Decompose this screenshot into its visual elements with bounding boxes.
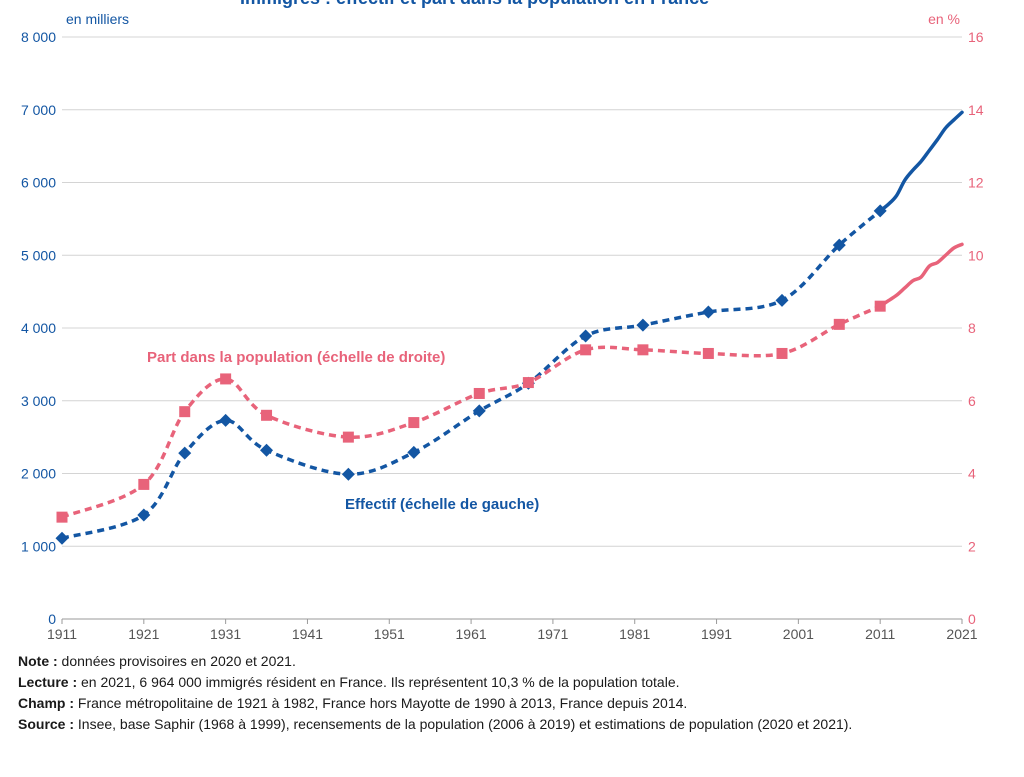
effectif-data-point (701, 305, 715, 319)
right-axis-tick-label: 2 (968, 538, 976, 554)
effectif-data-point (219, 413, 233, 427)
right-axis-unit-label: en % (928, 11, 960, 27)
part-data-point (833, 318, 845, 330)
effectif-data-point (775, 293, 789, 307)
part-data-point (56, 511, 68, 523)
left-axis-tick-label: 5 000 (21, 247, 56, 263)
right-axis-tick-label: 8 (968, 320, 976, 336)
effectif-data-point (178, 446, 192, 460)
effectif-data-point (636, 318, 650, 332)
part-data-point (261, 409, 273, 421)
x-axis-tick-label: 1971 (537, 626, 568, 642)
part-series-solid-line (878, 242, 964, 308)
right-axis-tick-label: 16 (968, 29, 984, 45)
part-data-point (702, 347, 714, 359)
part-data-point (473, 387, 485, 399)
chart-notes: Note : données provisoires en 2020 et 20… (18, 651, 1018, 735)
effectif-data-point (873, 204, 887, 218)
effectif-series-solid-line (878, 110, 964, 213)
x-axis-tick-label: 1981 (619, 626, 650, 642)
effectif-series-dashed-line (61, 209, 882, 540)
effectif-data-point (260, 443, 274, 457)
series-markers (55, 204, 887, 545)
effectif-data-point (832, 238, 846, 252)
lecture-line: Lecture : en 2021, 6 964 000 immigrés ré… (18, 674, 680, 690)
chart-title: Immigrés : effectif et part dans la popu… (240, 0, 709, 8)
part-data-point (874, 300, 886, 312)
left-axis-tick-label: 6 000 (21, 175, 56, 191)
effectif-series-annotation: Effectif (échelle de gauche) (345, 496, 539, 513)
part-data-point (522, 377, 534, 389)
effectif-data-point (407, 445, 421, 459)
x-axis-tick-label: 2011 (865, 626, 895, 642)
left-axis-unit-label: en milliers (66, 11, 129, 27)
x-axis-tick-label: 2001 (783, 626, 814, 642)
part-data-point (637, 344, 649, 356)
x-axis-tick-label: 1961 (456, 626, 487, 642)
part-data-point (138, 478, 150, 490)
right-axis-tick-label: 12 (968, 175, 984, 191)
x-axis-tick-label: 1941 (292, 626, 323, 642)
part-series-annotation: Part dans la population (échelle de droi… (147, 349, 445, 366)
part-data-point (179, 406, 191, 418)
x-axis-tick-label: 2021 (946, 626, 977, 642)
immigration-line-chart: Immigrés : effectif et part dans la popu… (21, 0, 984, 642)
part-data-point (580, 344, 592, 356)
x-axis-tick-label: 1911 (47, 626, 77, 642)
left-axis-tick-label: 0 (48, 611, 56, 627)
x-axis-tick-label: 1921 (128, 626, 159, 642)
axes: 0 1 000 2 000 3 000 4 000 5 000 6 000 7 000 8 00… (21, 29, 984, 642)
part-data-point (776, 347, 788, 359)
effectif-data-point (472, 404, 486, 418)
left-axis-tick-label: 8 000 (21, 29, 56, 45)
left-axis-tick-label: 4 000 (21, 320, 56, 336)
source-line: Source : Insee, base Saphir (1968 à 1999… (18, 716, 853, 732)
x-axis-tick-label: 1951 (374, 626, 405, 642)
right-axis-tick-label: 4 (968, 466, 976, 482)
note-line: Note : données provisoires en 2020 et 20… (18, 653, 296, 669)
part-data-point (408, 417, 420, 429)
champ-line: Champ : France métropolitaine de 1921 à … (18, 695, 688, 711)
right-axis-tick-label: 14 (968, 102, 984, 118)
left-axis-tick-label: 7 000 (21, 102, 56, 118)
left-axis-tick-label: 1 000 (21, 538, 56, 554)
left-axis-tick-label: 3 000 (21, 393, 56, 409)
effectif-data-point (341, 467, 355, 481)
right-axis-tick-label: 0 (968, 611, 976, 627)
series-lines (61, 110, 964, 540)
x-axis-tick-label: 1931 (210, 626, 241, 642)
part-series-dashed-line (61, 304, 881, 519)
part-data-point (220, 373, 232, 385)
effectif-data-point (137, 508, 151, 522)
effectif-data-point (55, 531, 69, 545)
x-axis-tick-label: 1991 (701, 626, 732, 642)
left-axis-tick-label: 2 000 (21, 466, 56, 482)
effectif-data-point (579, 329, 593, 343)
grid-lines (62, 36, 962, 620)
part-data-point (342, 431, 354, 443)
right-axis-tick-label: 6 (968, 393, 976, 409)
right-axis-tick-label: 10 (968, 247, 984, 263)
